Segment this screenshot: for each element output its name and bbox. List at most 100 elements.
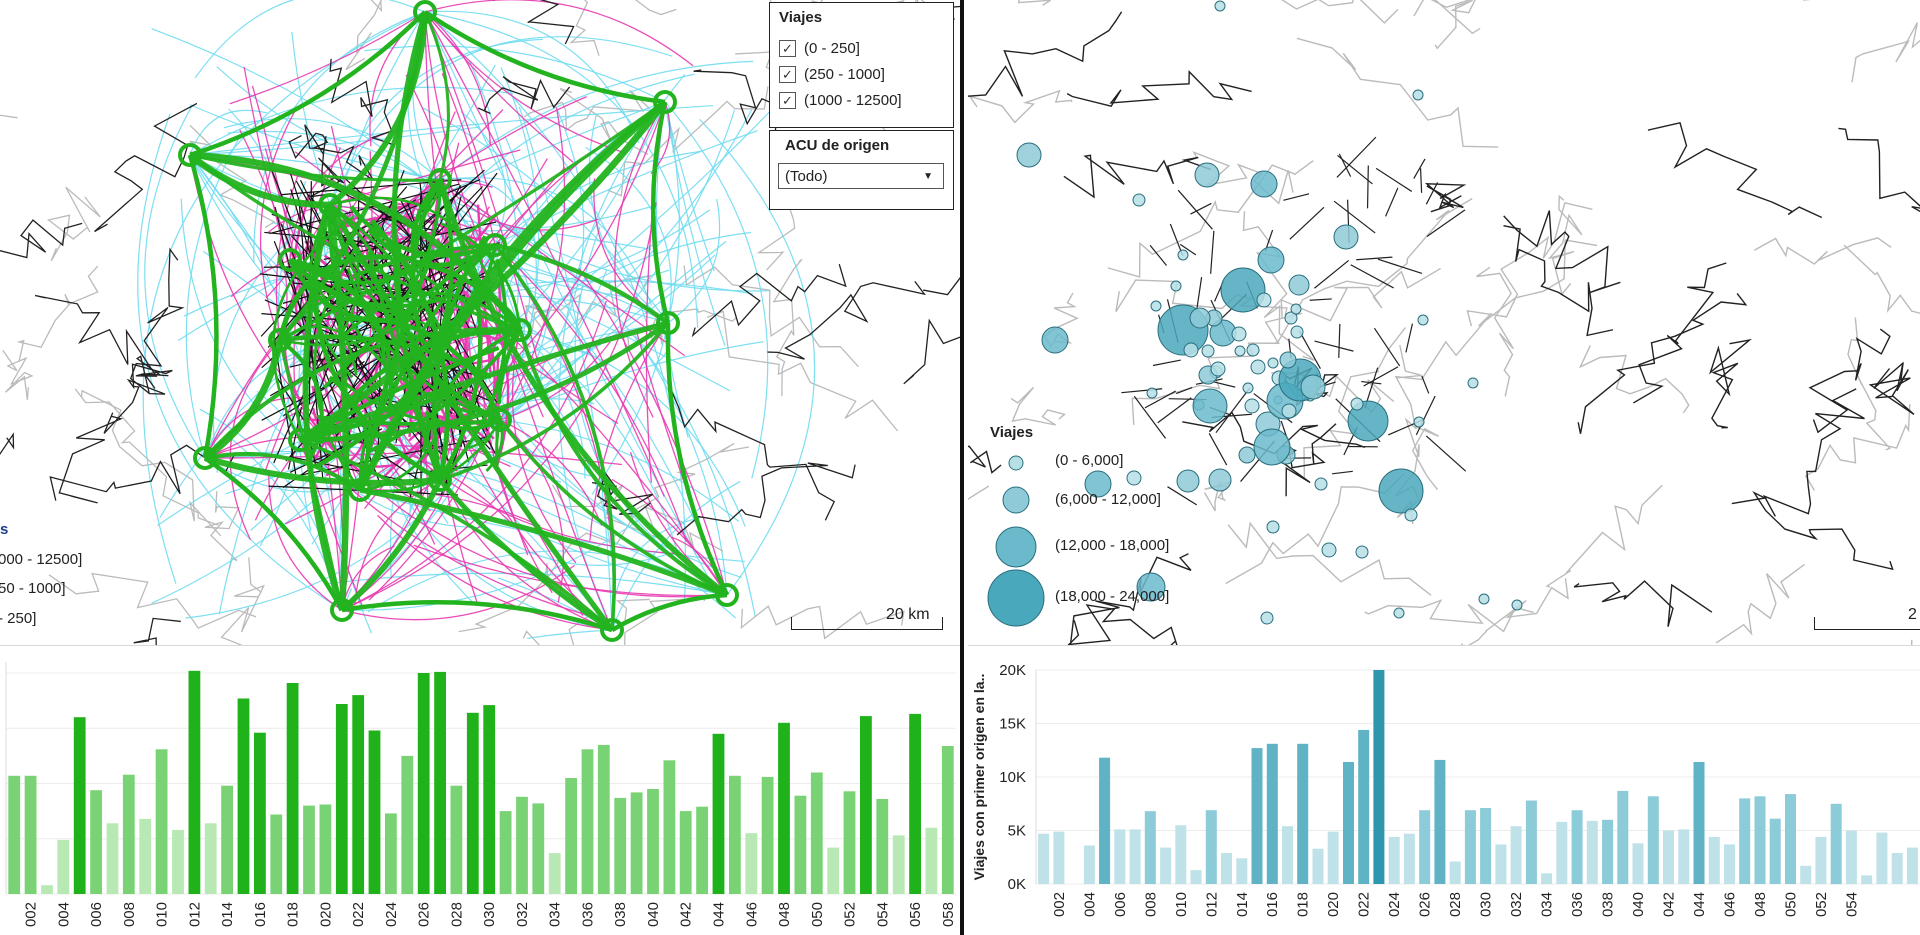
- border-line: [1242, 211, 1315, 361]
- x-tick-label: 010: [1173, 892, 1190, 917]
- border-line: [1413, 0, 1472, 17]
- flow-arc: [204, 455, 441, 486]
- border-line: [767, 281, 926, 360]
- x-tick-label: 010: [154, 902, 171, 927]
- x-tick-label: 048: [1752, 892, 1769, 917]
- border-line: [1503, 210, 1621, 294]
- bar-045: [729, 775, 741, 894]
- flow-arc: [329, 196, 493, 284]
- trip-bubble: [1412, 89, 1424, 101]
- filter-option-high[interactable]: ✓ (1000 - 12500]: [779, 87, 902, 113]
- trip-bubble: [1300, 374, 1326, 400]
- flow-arc: [588, 114, 669, 324]
- bar-005: [1099, 757, 1111, 884]
- flow-arc: [313, 246, 362, 491]
- border-line: [2, 350, 34, 400]
- bar-047: [1739, 798, 1751, 884]
- bubble-legend-item-3: (12,000 - 18,000]: [1055, 537, 1170, 554]
- bar-055: [892, 835, 905, 894]
- checkbox-icon[interactable]: ✓: [779, 39, 796, 57]
- acu-dropdown-value: (Todo): [785, 168, 828, 185]
- x-tick-label: 020: [1325, 892, 1342, 917]
- checkbox-icon[interactable]: ✓: [779, 91, 796, 109]
- flow-arc: [288, 249, 443, 285]
- border-line: [1350, 264, 1394, 289]
- border-line: [1373, 327, 1401, 367]
- border-line: [220, 557, 265, 645]
- flow-arc: [318, 327, 521, 443]
- border-line: [1069, 553, 1192, 645]
- flow-arc: [610, 592, 728, 632]
- flow-arc: [611, 480, 741, 631]
- flow-node: [656, 311, 680, 335]
- flow-arc: [496, 328, 522, 404]
- bar-017: [270, 814, 283, 894]
- flow-arc: [423, 10, 666, 105]
- flow-arc: [187, 152, 331, 209]
- border-line: [1366, 165, 1369, 209]
- trip-bubble: [1126, 470, 1142, 486]
- flow-arc: [230, 259, 291, 298]
- left-bar-chart[interactable]: 002 004 006 008 010 012 014 016 018 020 022 024 026 0…: [0, 650, 960, 935]
- x-tick-label: 050: [809, 902, 826, 927]
- acu-dropdown[interactable]: (Todo) ▼: [778, 163, 944, 189]
- checkbox-icon[interactable]: ✓: [779, 65, 796, 83]
- bar-009: [1160, 847, 1172, 884]
- y-tick-label: 10K: [999, 769, 1026, 786]
- scale-label: 20 km: [886, 606, 930, 623]
- bar-051: [1800, 865, 1812, 884]
- bar-058: [1906, 847, 1918, 884]
- border-line: [0, 219, 83, 259]
- flow-arc: [142, 11, 426, 584]
- bubble-map-panel[interactable]: Viajes (0 - 6,000] (6,000 - 12,000] (12,…: [968, 0, 1920, 645]
- left-bar-chart-panel[interactable]: 002 004 006 008 010 012 014 016 018 020 022 024 026 0…: [0, 650, 960, 935]
- border-line: [0, 432, 15, 466]
- y-tick-label: 0K: [1008, 876, 1026, 893]
- trip-bubble: [1244, 398, 1260, 414]
- filter-option-low[interactable]: ✓ (0 - 250]: [779, 35, 902, 61]
- bar-007: [106, 823, 119, 894]
- x-tick-label: 008: [121, 902, 138, 927]
- bar-016: [254, 732, 266, 894]
- bubble-map[interactable]: [968, 0, 1920, 645]
- chevron-down-icon[interactable]: ▼: [923, 171, 933, 182]
- border-line: [345, 0, 383, 71]
- border-line: [1275, 197, 1473, 345]
- filter-option-mid[interactable]: ✓ (250 - 1000]: [779, 61, 902, 87]
- bar-009: [139, 818, 152, 894]
- bar-017: [1282, 826, 1293, 884]
- flow-arc: [589, 322, 669, 541]
- border-line: [1278, 423, 1337, 497]
- trip-bubble: [1279, 351, 1297, 369]
- trip-bubble: [1347, 400, 1389, 442]
- border-line: [1309, 298, 1332, 301]
- bar-025: [401, 755, 414, 894]
- bar-057: [1891, 853, 1903, 884]
- flow-map-panel[interactable]: Viajes ✓ (0 - 250] ✓ (250 - 1000] ✓ (1000 -…: [0, 0, 960, 645]
- trip-bubble: [1253, 428, 1291, 466]
- flow-node: [268, 328, 292, 352]
- flow-arc: [485, 419, 504, 473]
- trip-bubble: [1234, 345, 1246, 357]
- bar-018: [286, 683, 299, 894]
- bar-020: [1327, 831, 1339, 884]
- border-line: [1066, 70, 1252, 108]
- x-tick-label: 040: [1630, 892, 1647, 917]
- border-line: [1337, 154, 1373, 185]
- trip-bubble: [1284, 311, 1298, 325]
- bar-054: [1845, 830, 1857, 884]
- trip-bubble: [1170, 280, 1182, 292]
- flow-arc: [340, 478, 443, 613]
- bar-040: [647, 789, 659, 894]
- bar-013: [1221, 853, 1232, 884]
- x-tick-labels: 002 004 006 008 010 012 014 016 018 020 022 024 026 0…: [23, 902, 957, 927]
- x-tick-label: 054: [874, 902, 891, 927]
- legend-item-low: - 250]: [0, 610, 37, 627]
- flow-arc: [202, 339, 284, 461]
- right-bar-chart[interactable]: 002 004 006 008 010 012 014 016 018 020 022 024 026 0…: [968, 650, 1920, 935]
- border-line: [74, 388, 219, 526]
- border-line: [126, 355, 173, 395]
- border-line: [1225, 473, 1405, 585]
- flow-map[interactable]: [0, 0, 960, 645]
- right-bar-chart-panel[interactable]: 002 004 006 008 010 012 014 016 018 020 022 024 026 0…: [968, 650, 1920, 935]
